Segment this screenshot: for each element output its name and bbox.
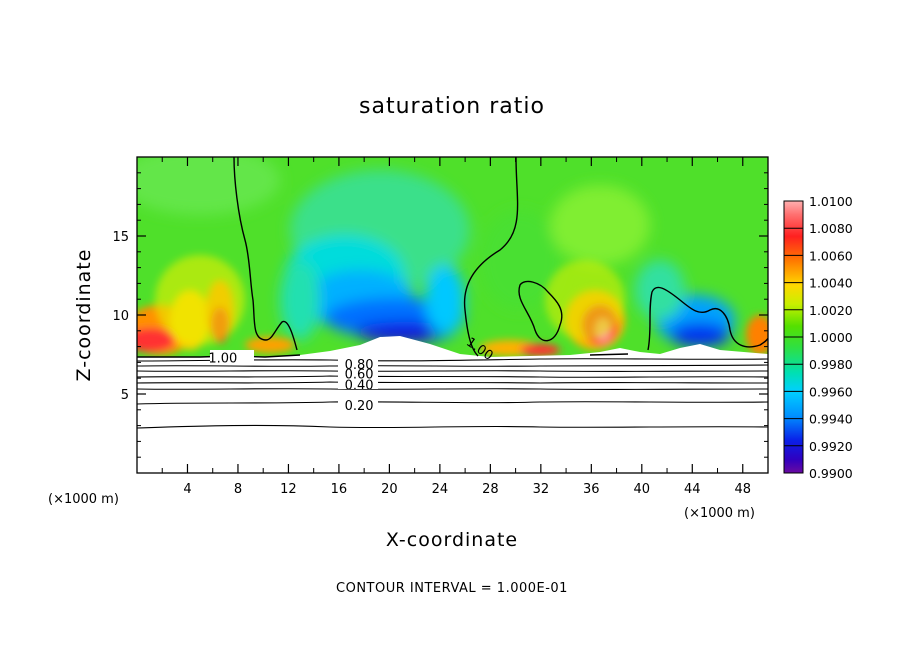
plot-area: 1.00 1.000.800.600.400.20 xyxy=(137,157,768,473)
contour-interval-note: CONTOUR INTERVAL = 1.000E-01 xyxy=(336,581,568,596)
colorbar-label: 1.0080 xyxy=(809,221,853,236)
x-axis-label: X-coordinate xyxy=(386,529,518,551)
colorbar-label: 1.0000 xyxy=(809,330,853,345)
x-ticks: 4 8 12 16 20 24 28 32 36 40 44 48 xyxy=(161,157,751,497)
colorbar-labels: 1.0100 1.0080 1.0060 1.0040 1.0020 1.0000 0.99… xyxy=(809,194,853,481)
x-unit-right: (×1000 m) xyxy=(684,506,755,521)
y-ticks: 5 10 15 xyxy=(112,172,768,458)
x-tick-label: 16 xyxy=(331,482,348,497)
colorbar-label: 1.0040 xyxy=(809,276,853,291)
colorbar-label: 0.9920 xyxy=(809,439,853,454)
y-tick-label: 15 xyxy=(112,230,129,245)
colorbar: 1.0100 1.0080 1.0060 1.0040 1.0020 1.0000 0.99… xyxy=(783,194,853,481)
contour-label: 0.80 xyxy=(345,358,374,373)
contour-label: 0.60 xyxy=(345,367,374,382)
y-tick-label: 10 xyxy=(112,309,129,324)
chart-title: saturation ratio xyxy=(359,94,545,119)
y-axis-label: Z-coordinate xyxy=(73,249,95,382)
x-unit-left: (×1000 m) xyxy=(48,492,119,507)
x-tick-label: 36 xyxy=(583,482,600,497)
x-tick-label: 4 xyxy=(183,482,191,497)
contour-label: 0.40 xyxy=(345,379,374,394)
colorbar-label: 0.9940 xyxy=(809,412,853,427)
colorbar-dividers xyxy=(784,200,803,474)
supersaturated-field xyxy=(137,255,768,356)
x-tick-label: 8 xyxy=(234,482,242,497)
x-tick-label: 48 xyxy=(734,482,751,497)
x-tick-label: 20 xyxy=(381,482,398,497)
x-tick-label: 28 xyxy=(482,482,499,497)
colorbar-label: 0.9900 xyxy=(809,466,853,481)
y-tick-label: 5 xyxy=(121,388,129,403)
x-tick-label: 40 xyxy=(634,482,651,497)
colorbar-frame xyxy=(783,200,804,474)
contour-label: 1.00 xyxy=(208,352,237,367)
x-tick-label: 44 xyxy=(684,482,701,497)
colorbar-label: 0.9960 xyxy=(809,384,853,399)
x-tick-label: 12 xyxy=(280,482,297,497)
colorbar-label: 1.0100 xyxy=(809,194,853,209)
contour-lines-lower xyxy=(137,358,768,429)
x-tick-label: 24 xyxy=(432,482,449,497)
x-tick-label: 32 xyxy=(533,482,550,497)
colorbar-label: 1.0060 xyxy=(809,248,853,263)
colorbar-label: 1.0020 xyxy=(809,303,853,318)
contour-label: 0.20 xyxy=(345,399,374,414)
contour-label-backgrounds xyxy=(210,350,378,409)
colorbar-label: 0.9980 xyxy=(809,357,853,372)
